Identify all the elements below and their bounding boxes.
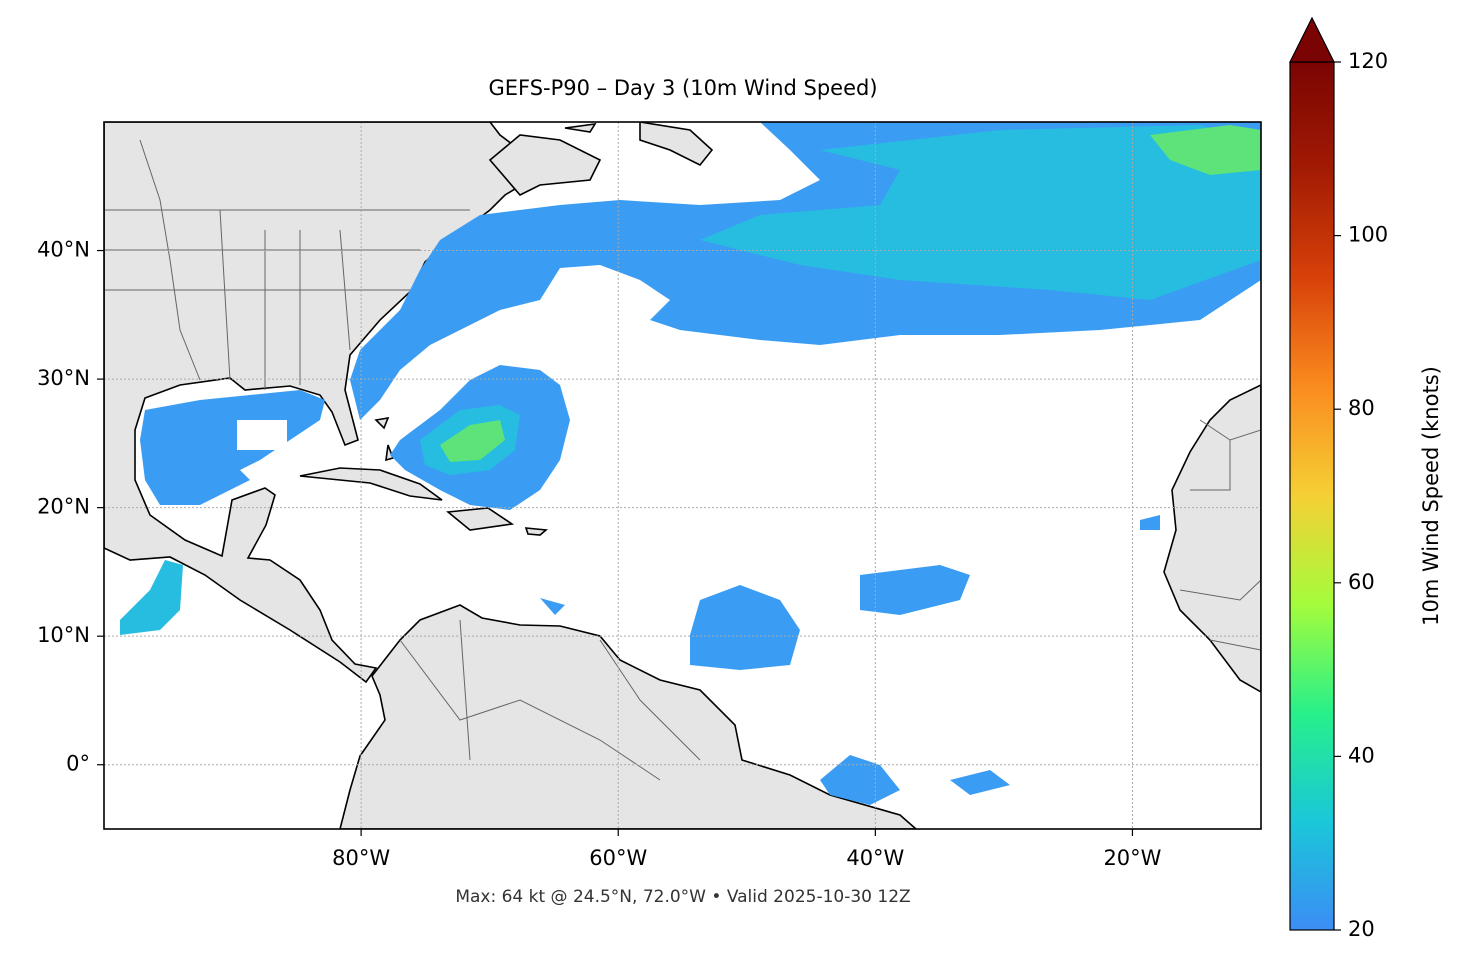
colorbar bbox=[1289, 61, 1335, 931]
borders bbox=[104, 139, 1261, 781]
colorbar-tick-label: 80 bbox=[1348, 396, 1375, 420]
bahamas bbox=[374, 416, 395, 462]
x-tick-label: 60°W bbox=[589, 846, 647, 870]
canada-maritimes bbox=[488, 122, 714, 196]
south-america bbox=[339, 604, 918, 829]
colorbar-tick-label: 60 bbox=[1348, 570, 1375, 594]
colorbar-extend bbox=[1289, 16, 1335, 63]
x-tick-label: 20°W bbox=[1103, 846, 1161, 870]
colorbar-label: 10m Wind Speed (knots) bbox=[1419, 366, 1443, 626]
calm-area bbox=[237, 420, 287, 450]
y-tick-label: 20°N bbox=[37, 495, 90, 519]
hispaniola bbox=[445, 507, 548, 536]
map bbox=[104, 122, 1261, 829]
colorbar-tick-label: 20 bbox=[1348, 917, 1375, 941]
y-tick-label: 30°N bbox=[37, 366, 90, 390]
colorbar-tick-label: 120 bbox=[1348, 49, 1388, 73]
chart-title: GEFS-P90 – Day 3 (10m Wind Speed) bbox=[488, 76, 877, 100]
y-tick-label: 0° bbox=[66, 752, 90, 776]
y-tick-label: 10°N bbox=[37, 623, 90, 647]
colorbar-tick-label: 40 bbox=[1348, 743, 1375, 767]
x-tick-label: 40°W bbox=[846, 846, 904, 870]
footnote: Max: 64 kt @ 24.5°N, 72.0°W • Valid 2025… bbox=[455, 887, 910, 907]
x-tick-label: 80°W bbox=[332, 846, 390, 870]
africa bbox=[1163, 384, 1261, 693]
grid bbox=[104, 122, 1261, 829]
wind-field bbox=[120, 122, 1261, 805]
y-tick-label: 40°N bbox=[37, 238, 90, 262]
map-frame bbox=[103, 121, 1262, 830]
colorbar-tick-label: 100 bbox=[1348, 223, 1388, 247]
cuba bbox=[299, 467, 443, 501]
